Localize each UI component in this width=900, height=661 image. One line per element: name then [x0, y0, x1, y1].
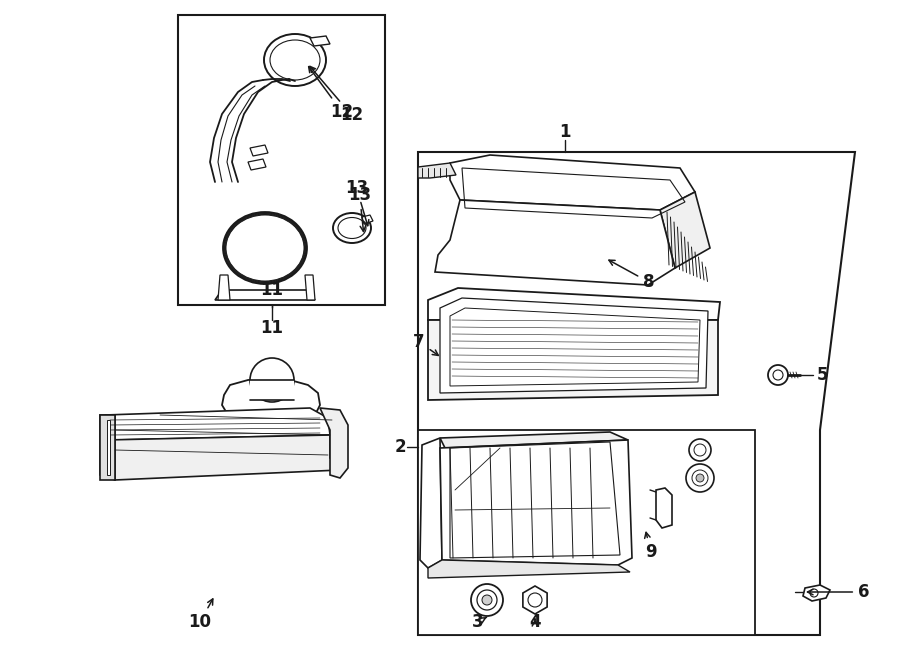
Text: 7: 7 — [413, 333, 438, 356]
Circle shape — [471, 584, 503, 616]
Text: 12: 12 — [310, 66, 363, 124]
Text: 3: 3 — [472, 613, 487, 631]
Polygon shape — [418, 152, 855, 635]
Polygon shape — [320, 408, 348, 478]
Polygon shape — [105, 435, 340, 480]
Polygon shape — [107, 420, 110, 475]
Polygon shape — [310, 36, 330, 46]
Polygon shape — [222, 378, 320, 420]
Polygon shape — [418, 163, 456, 178]
Circle shape — [477, 590, 497, 610]
Polygon shape — [362, 215, 373, 224]
Polygon shape — [250, 380, 294, 400]
Circle shape — [482, 595, 492, 605]
Text: 2: 2 — [394, 438, 406, 456]
Text: 1: 1 — [559, 123, 571, 141]
Polygon shape — [305, 275, 315, 300]
Polygon shape — [100, 415, 115, 480]
Text: 5: 5 — [817, 366, 829, 384]
Polygon shape — [440, 298, 708, 393]
Bar — [178, 15, 385, 305]
Circle shape — [694, 444, 706, 456]
Polygon shape — [105, 408, 330, 440]
Polygon shape — [435, 200, 675, 285]
Text: 8: 8 — [609, 260, 654, 291]
Circle shape — [810, 589, 818, 597]
Polygon shape — [100, 415, 115, 480]
Polygon shape — [428, 320, 718, 400]
Text: 12: 12 — [309, 67, 354, 121]
Text: 13: 13 — [348, 186, 371, 231]
Circle shape — [686, 464, 714, 492]
Circle shape — [768, 365, 788, 385]
Circle shape — [689, 439, 711, 461]
Polygon shape — [803, 585, 830, 601]
Polygon shape — [428, 288, 720, 320]
Polygon shape — [428, 560, 630, 578]
Polygon shape — [248, 159, 266, 170]
Polygon shape — [450, 155, 695, 210]
Polygon shape — [523, 586, 547, 614]
Polygon shape — [250, 145, 268, 156]
Polygon shape — [218, 275, 230, 300]
Circle shape — [692, 470, 708, 486]
Circle shape — [528, 593, 542, 607]
Polygon shape — [656, 488, 672, 528]
Polygon shape — [420, 438, 442, 568]
Text: 11: 11 — [260, 319, 284, 337]
Polygon shape — [660, 192, 710, 268]
Text: 6: 6 — [807, 583, 869, 601]
Circle shape — [696, 474, 704, 482]
Polygon shape — [440, 440, 632, 565]
Text: 9: 9 — [644, 532, 657, 561]
Polygon shape — [450, 308, 700, 386]
Text: 11: 11 — [260, 281, 284, 299]
Text: 4: 4 — [529, 613, 541, 631]
Polygon shape — [440, 432, 628, 448]
Circle shape — [773, 370, 783, 380]
Bar — [418, 430, 755, 635]
Polygon shape — [215, 290, 315, 300]
Circle shape — [250, 358, 294, 402]
Text: 10: 10 — [188, 599, 212, 631]
Text: 13: 13 — [345, 179, 369, 225]
